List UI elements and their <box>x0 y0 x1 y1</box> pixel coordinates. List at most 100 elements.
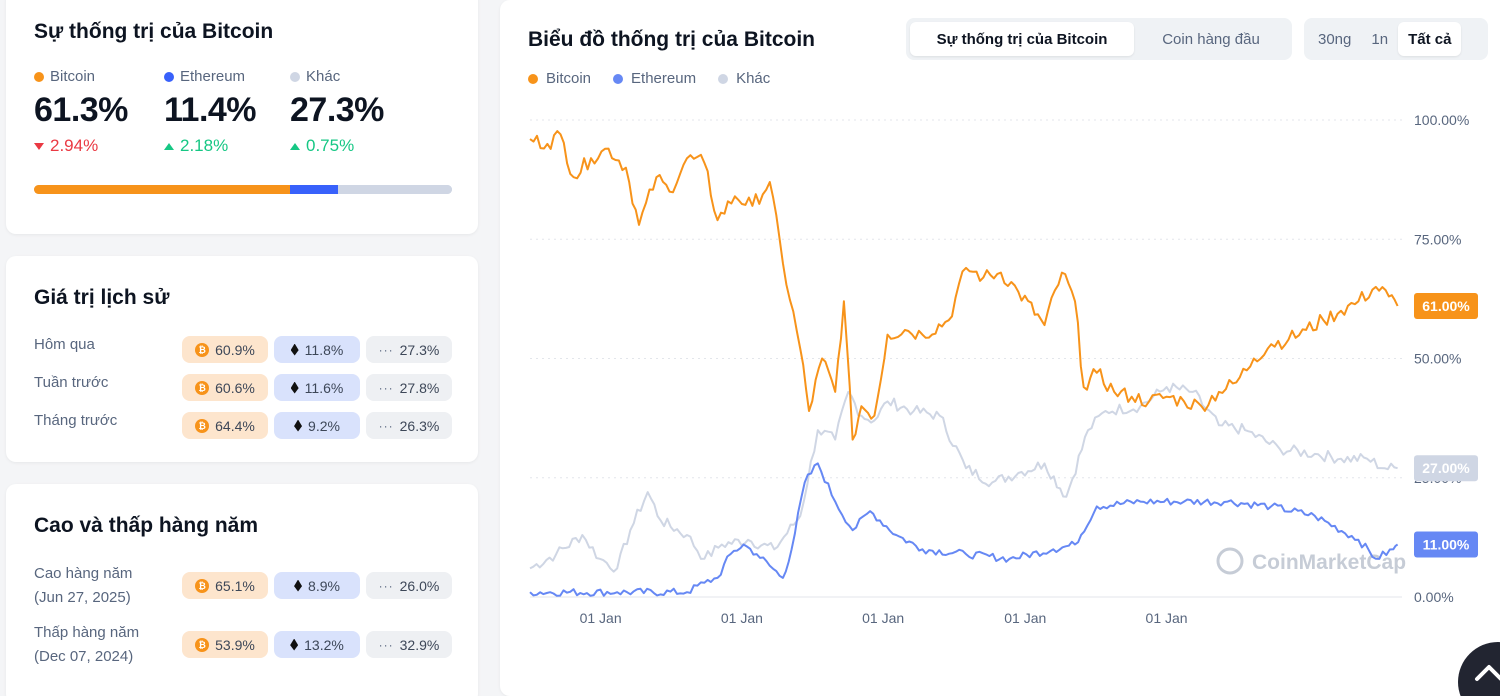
dominance-bar <box>34 185 452 194</box>
legend-item-other[interactable]: Khác <box>718 70 770 87</box>
bitcoin-coin-icon: ₿ <box>195 380 210 395</box>
yearly-row: Thấp hàng năm (Dec 07, 2024) ₿ 53.9% 13.2%… <box>34 621 454 669</box>
ethereum-dot-icon <box>613 73 624 84</box>
btc-pill: ₿ 60.9% <box>182 336 268 363</box>
eth-value: 11.8% <box>304 341 344 358</box>
btc-value: 60.9% <box>215 341 255 358</box>
ellipsis-icon: ··· <box>378 637 394 652</box>
yearly-label: Cao hàng năm (Jun 27, 2025) <box>34 562 132 610</box>
chevron-up-icon <box>1475 665 1500 681</box>
eth-pill: 11.8% <box>274 336 360 363</box>
series-line-ethereum <box>529 462 1399 597</box>
other-value: 26.0% <box>399 577 440 594</box>
dominance-value: 61.3% <box>34 91 128 129</box>
dominance-label: Ethereum <box>180 68 246 85</box>
bitcoin-coin-icon: ₿ <box>195 418 210 433</box>
other-pill: ··· 26.3% <box>366 412 452 439</box>
tab-top-coins[interactable]: Coin hàng đầu <box>1162 30 1260 48</box>
y-tick-label: 100.00% <box>1414 112 1469 128</box>
last-value-badge-bitcoin: 61.00% <box>1414 293 1478 320</box>
history-row: Hôm qua ₿ 60.9% 11.8% ··· 27.3% <box>34 336 454 364</box>
dominance-card: Sự thống trị của Bitcoin Bitcoin 61.3% 2… <box>6 0 478 234</box>
range-30d[interactable]: 30ng <box>1318 30 1352 48</box>
btc-pill: ₿ 53.9% <box>182 631 268 658</box>
range-all[interactable]: Tất cả <box>1398 22 1462 56</box>
y-tick-label: 75.00% <box>1414 231 1461 247</box>
last-value-badge-other: 27.00% <box>1414 455 1478 482</box>
x-tick-label: 01 Jan <box>580 610 622 626</box>
chart-title: Biểu đồ thống trị của Bitcoin <box>528 28 815 51</box>
y-tick-label: 0.00% <box>1414 589 1454 605</box>
dominance-label: Bitcoin <box>50 68 96 85</box>
bitcoin-dot-icon <box>34 71 44 82</box>
other-pill: ··· 32.9% <box>366 631 452 658</box>
legend-label: Bitcoin <box>546 70 592 87</box>
eth-pill: 11.6% <box>274 374 360 401</box>
eth-pill: 9.2% <box>274 412 360 439</box>
triangle-up-icon <box>290 142 300 150</box>
dominance-bar-bitcoin <box>34 185 291 194</box>
badge-background <box>1414 293 1478 320</box>
other-pill: ··· 26.0% <box>366 572 452 599</box>
history-title: Giá trị lịch sử <box>34 286 170 309</box>
range-selector: 30ng 1n Tất cả <box>1304 18 1488 60</box>
tab-bitcoin-dominance[interactable]: Sự thống trị của Bitcoin <box>910 22 1134 56</box>
watermark-text: CoinMarketCap <box>1252 551 1406 574</box>
dominance-other: Khác 27.3% 0.75% <box>290 68 384 156</box>
ethereum-coin-icon <box>290 343 299 356</box>
eth-value: 13.2% <box>304 636 344 653</box>
yearly-card: Cao và thấp hàng năm Cao hàng năm (Jun 27… <box>6 484 478 696</box>
btc-pill: ₿ 64.4% <box>182 412 268 439</box>
x-tick-label: 01 Jan <box>1004 610 1046 626</box>
series-line-other <box>529 382 1398 573</box>
ethereum-coin-icon <box>294 419 303 432</box>
history-label: Tuần trước <box>34 374 109 391</box>
x-tick-label: 01 Jan <box>862 610 904 626</box>
other-dot-icon <box>718 73 729 84</box>
bitcoin-dot-icon <box>528 73 538 84</box>
chart-legend: Bitcoin Ethereum Khác <box>528 70 770 87</box>
dominance-change: 2.18% <box>180 136 229 155</box>
history-row: Tuần trước ₿ 60.6% 11.6% ··· 27.8% <box>34 374 454 402</box>
coinmarketcap-watermark: CoinMarketCap <box>1216 547 1406 575</box>
yearly-date: (Dec 07, 2024) <box>34 648 134 665</box>
ethereum-dot-icon <box>164 71 174 82</box>
badge-label: 11.00% <box>1423 537 1470 553</box>
ellipsis-icon: ··· <box>378 418 394 433</box>
yearly-label-text: Cao hàng năm <box>34 565 133 582</box>
eth-value: 11.6% <box>304 379 344 396</box>
history-label: Hôm qua <box>34 336 95 353</box>
other-value: 26.3% <box>399 417 440 434</box>
eth-value: 8.9% <box>308 577 340 594</box>
dominance-title: Sự thống trị của Bitcoin <box>34 20 274 43</box>
badge-label: 27.00% <box>1422 460 1470 476</box>
chart-tab-group: Sự thống trị của Bitcoin Coin hàng đầu <box>906 18 1292 60</box>
last-value-badge-ethereum: 11.00% <box>1414 531 1478 558</box>
ethereum-coin-icon <box>290 638 299 651</box>
history-row: Tháng trước ₿ 64.4% 9.2% ··· 26.3% <box>34 412 454 440</box>
legend-item-ethereum[interactable]: Ethereum <box>613 70 696 87</box>
range-1y[interactable]: 1n <box>1371 30 1389 48</box>
dominance-value: 11.4% <box>164 91 257 129</box>
eth-value: 9.2% <box>308 417 340 434</box>
yearly-date: (Jun 27, 2025) <box>34 589 131 606</box>
other-dot-icon <box>290 71 300 82</box>
triangle-up-icon <box>164 142 174 150</box>
ellipsis-icon: ··· <box>378 380 394 395</box>
coinmarketcap-logo-icon <box>1216 547 1244 575</box>
ellipsis-icon: ··· <box>378 578 394 593</box>
dominance-label: Khác <box>306 68 341 85</box>
dominance-ethereum: Ethereum 11.4% 2.18% <box>164 68 257 156</box>
x-tick-label: 01 Jan <box>721 610 763 626</box>
triangle-down-icon <box>34 142 44 150</box>
legend-item-bitcoin[interactable]: Bitcoin <box>528 70 591 87</box>
badge-label: 61.00% <box>1422 298 1470 314</box>
badge-background <box>1414 455 1478 482</box>
btc-value: 64.4% <box>215 417 255 434</box>
legend-label: Ethereum <box>631 70 697 87</box>
legend-label: Khác <box>736 70 771 87</box>
dominance-bitcoin: Bitcoin 61.3% 2.94% <box>34 68 128 156</box>
bitcoin-coin-icon: ₿ <box>195 637 210 652</box>
